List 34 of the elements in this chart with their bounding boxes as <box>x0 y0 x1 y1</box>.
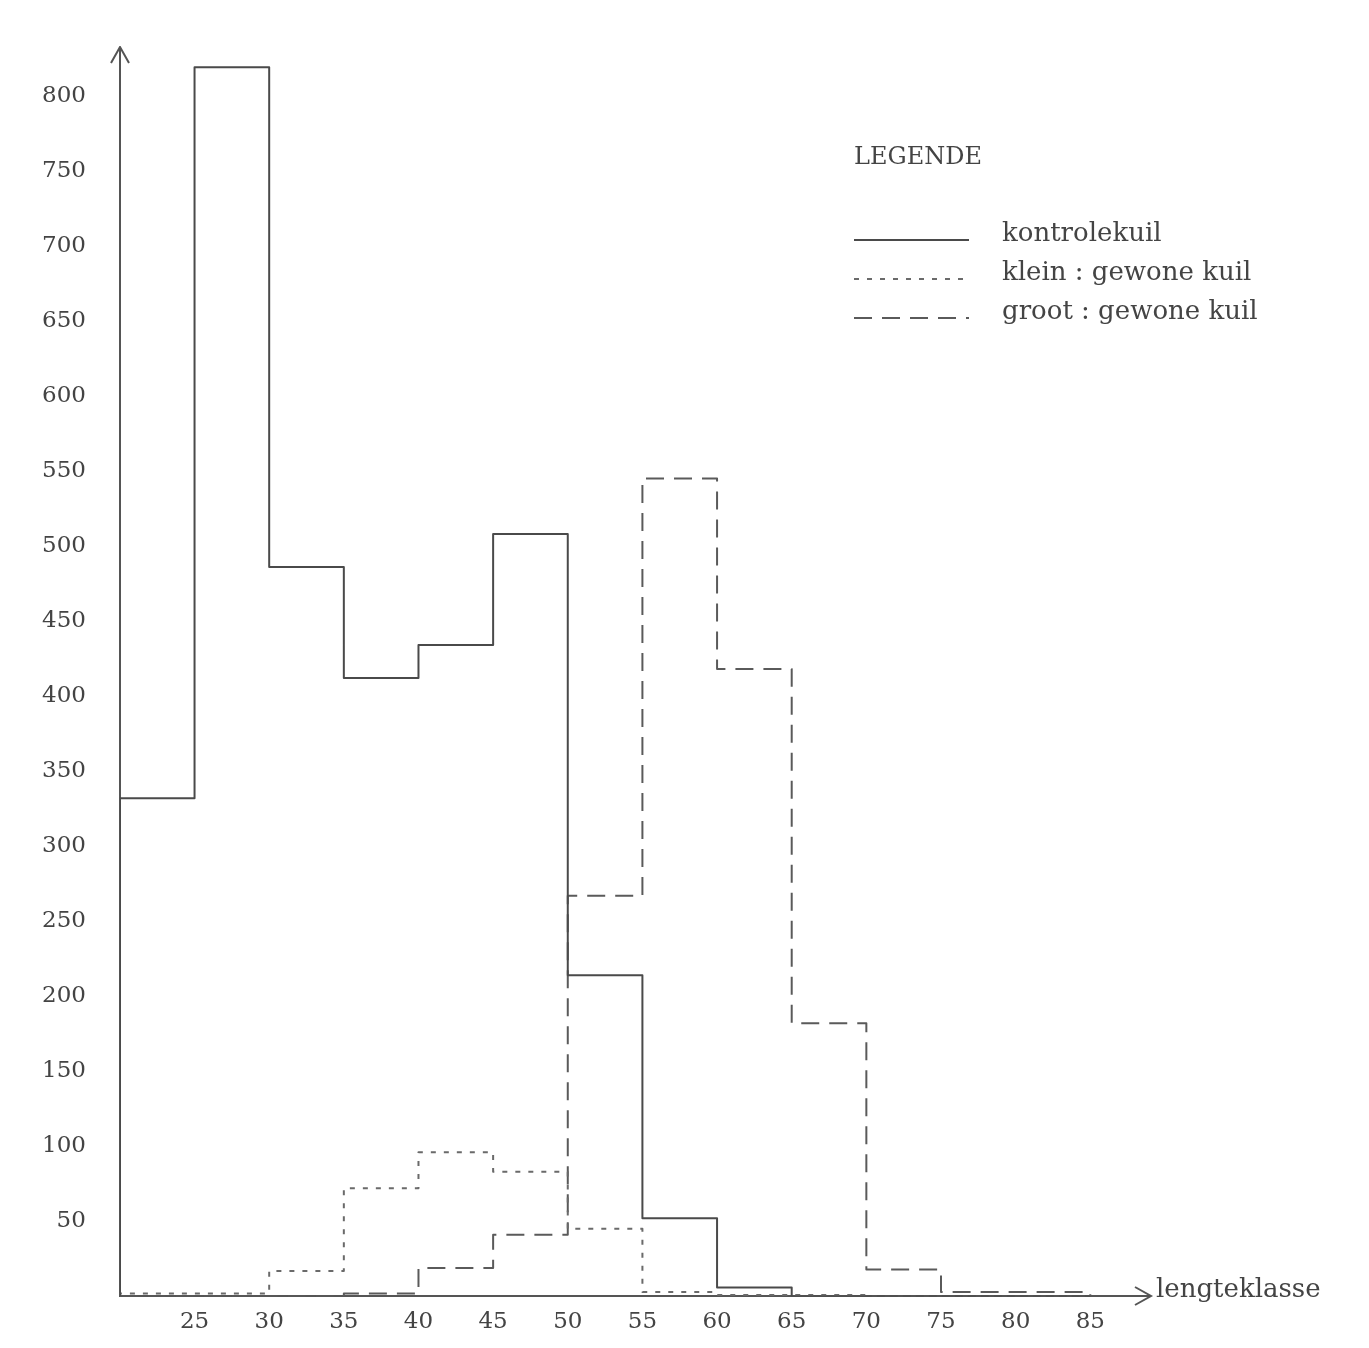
y-tick-label: 100 <box>41 1131 86 1158</box>
y-tick-label: 500 <box>41 531 86 558</box>
y-tick-label: 750 <box>41 155 86 182</box>
x-tick-label: 30 <box>254 1307 284 1334</box>
y-tick-label: 250 <box>41 906 86 933</box>
legend-label: klein : gewone kuil <box>1002 255 1252 286</box>
y-tick-label: 350 <box>41 756 86 783</box>
x-axis-title: lengteklasse <box>1156 1273 1321 1304</box>
y-tick-label: 300 <box>41 831 86 858</box>
y-tick-label: 400 <box>41 681 86 708</box>
y-tick-label: 600 <box>41 380 86 407</box>
x-tick-label: 75 <box>926 1307 956 1334</box>
x-tick-label: 60 <box>702 1307 732 1334</box>
y-tick-label: 450 <box>41 606 86 633</box>
x-tick-label: 50 <box>553 1307 583 1334</box>
x-tick-label: 40 <box>403 1307 434 1334</box>
x-tick-label: 55 <box>627 1307 658 1334</box>
x-tick-label: 70 <box>851 1307 881 1334</box>
x-tick-label: 35 <box>329 1307 359 1334</box>
y-tick-label: 700 <box>41 230 86 257</box>
y-tick-label: 800 <box>41 80 86 107</box>
x-tick-label: 65 <box>777 1307 807 1334</box>
x-tick-label: 25 <box>179 1307 210 1334</box>
x-tick-label: 45 <box>478 1307 508 1334</box>
legend-label: kontrolekuil <box>1002 216 1162 247</box>
x-tick-label: 80 <box>1001 1307 1031 1334</box>
x-tick-label: 85 <box>1075 1307 1105 1334</box>
legend-title: LEGENDE <box>854 142 982 171</box>
y-tick-label: 550 <box>41 455 86 482</box>
y-tick-label: 200 <box>41 981 86 1008</box>
legend-label: groot : gewone kuil <box>1002 294 1258 325</box>
y-tick-label: 50 <box>56 1206 86 1233</box>
y-tick-label: 650 <box>41 305 86 332</box>
y-tick-label: 150 <box>41 1056 86 1083</box>
